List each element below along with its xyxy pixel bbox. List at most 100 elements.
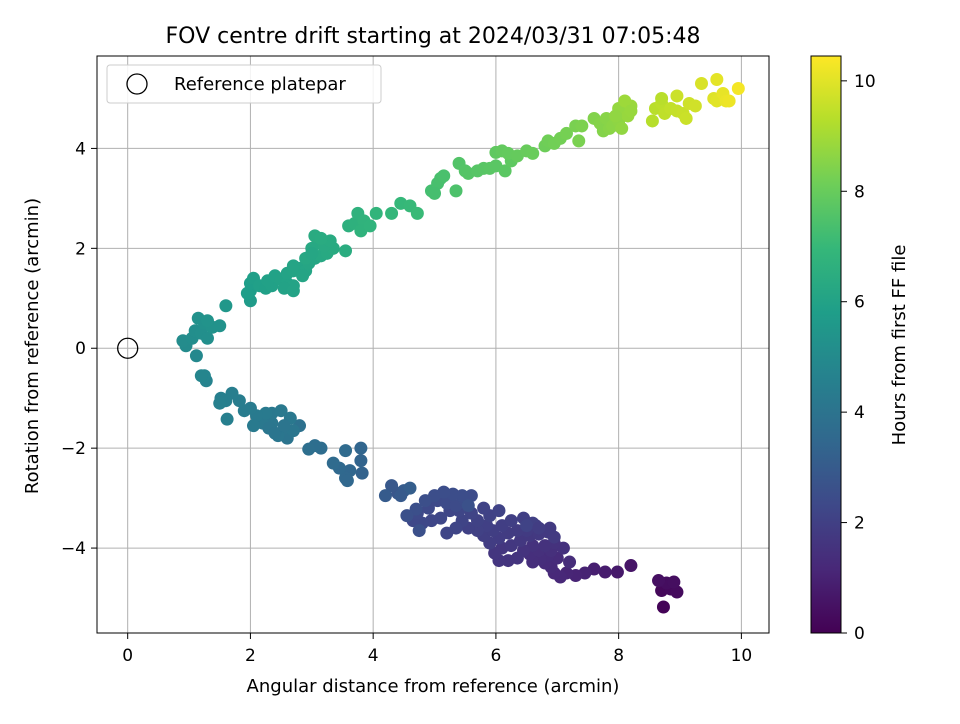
- x-tick-label-3: 6: [490, 646, 501, 666]
- data-point-115: [274, 404, 288, 418]
- data-point-0: [656, 600, 670, 614]
- y-tick-label-2: 0: [75, 339, 86, 359]
- data-point-84: [409, 502, 423, 516]
- data-points: [117, 72, 745, 614]
- colorbar-frame: [810, 55, 842, 634]
- data-point-222: [572, 134, 586, 148]
- data-point-199: [449, 184, 463, 198]
- data-point-178: [305, 246, 319, 260]
- data-point-147: [219, 299, 233, 313]
- data-point-8: [610, 565, 624, 579]
- data-point-7: [624, 559, 638, 573]
- data-point-52: [504, 514, 518, 528]
- data-point-235: [618, 94, 632, 108]
- data-point-103: [326, 456, 340, 470]
- data-point-3: [670, 585, 684, 599]
- x-tick-label-0: 0: [122, 646, 133, 666]
- data-point-28: [538, 539, 552, 553]
- colorbar-tick-label-4: 8: [854, 182, 865, 202]
- data-point-93: [403, 481, 417, 495]
- data-point-214: [526, 146, 540, 160]
- data-point-180: [296, 269, 310, 283]
- data-point-182: [286, 259, 300, 273]
- y-tick-label-4: 4: [75, 139, 86, 159]
- data-point-181: [286, 284, 300, 298]
- y-axis-label: Rotation from reference (arcmin): [22, 198, 43, 494]
- data-point-177: [314, 231, 328, 245]
- data-point-5: [667, 575, 681, 589]
- data-point-255: [722, 94, 736, 108]
- data-point-219: [559, 126, 573, 140]
- data-point-104: [340, 474, 354, 488]
- data-point-60: [492, 504, 506, 518]
- data-point-131: [246, 419, 260, 433]
- colorbar-tick-label-0: 0: [854, 624, 865, 644]
- data-point-94: [378, 489, 392, 503]
- data-point-134: [194, 369, 208, 383]
- colorbar-label: Hours from first FF file: [889, 245, 910, 446]
- data-point-198: [428, 186, 442, 200]
- data-point-190: [385, 206, 399, 220]
- data-point-107: [302, 442, 316, 456]
- x-tick-label-1: 2: [245, 646, 256, 666]
- data-point-98: [354, 441, 368, 455]
- data-point-91: [385, 479, 399, 493]
- data-point-97: [354, 454, 368, 468]
- data-point-146: [200, 314, 214, 328]
- data-point-6: [652, 574, 666, 588]
- chart-title: FOV centre drift starting at 2024/03/31 …: [166, 24, 701, 49]
- legend-entry-reference: Reference platepar: [174, 74, 346, 95]
- colorbar-gradient: [811, 56, 841, 633]
- data-point-246: [670, 89, 684, 103]
- data-point-87: [461, 499, 475, 513]
- data-point-193: [410, 206, 424, 220]
- x-tick-label-2: 4: [368, 646, 379, 666]
- data-point-257: [655, 91, 669, 105]
- data-point-96: [355, 466, 369, 480]
- legend: Reference platepar: [106, 64, 382, 104]
- reference-platepar-marker: [117, 337, 139, 359]
- data-point-150: [240, 286, 254, 300]
- colorbar-tick-label-2: 4: [854, 403, 865, 423]
- legend-marker-reference: [126, 73, 148, 95]
- data-point-78: [464, 489, 478, 503]
- data-point-145: [213, 319, 227, 333]
- colorbar: 0 2 4 6 8 10 Hours from first FF file: [810, 55, 910, 644]
- colorbar-tick-label-1: 2: [854, 514, 865, 534]
- data-point-189: [369, 206, 383, 220]
- plot-frame: [96, 55, 770, 634]
- x-tick-label-5: 10: [731, 646, 753, 666]
- data-point-135: [189, 349, 203, 363]
- data-point-248: [688, 99, 702, 113]
- y-tick-label-3: 2: [75, 239, 86, 259]
- colorbar-tick-label-5: 10: [854, 72, 876, 92]
- data-point-89: [532, 521, 546, 535]
- data-point-237: [615, 121, 629, 135]
- y-tick-label-1: −2: [61, 439, 86, 459]
- data-point-95: [394, 489, 408, 503]
- data-point-65: [440, 526, 454, 540]
- grid: [97, 56, 769, 633]
- data-point-102: [339, 444, 353, 458]
- data-point-197: [437, 169, 451, 183]
- data-point-42: [543, 521, 557, 535]
- y-tick-label-0: −4: [61, 539, 86, 559]
- legend-box: [106, 64, 382, 104]
- data-point-236: [624, 104, 638, 118]
- data-point-249: [694, 76, 708, 90]
- data-point-123: [237, 404, 251, 418]
- data-point-188: [363, 219, 377, 233]
- data-point-9: [598, 565, 612, 579]
- data-point-238: [645, 114, 659, 128]
- data-point-85: [400, 509, 414, 523]
- data-point-19: [563, 555, 577, 569]
- data-point-129: [220, 412, 234, 426]
- data-point-88: [520, 519, 534, 533]
- data-point-252: [710, 72, 724, 86]
- data-point-245: [679, 111, 693, 125]
- data-point-207: [498, 164, 512, 178]
- data-point-32: [501, 554, 515, 568]
- x-axis-label: Angular distance from reference (arcmin): [247, 676, 620, 697]
